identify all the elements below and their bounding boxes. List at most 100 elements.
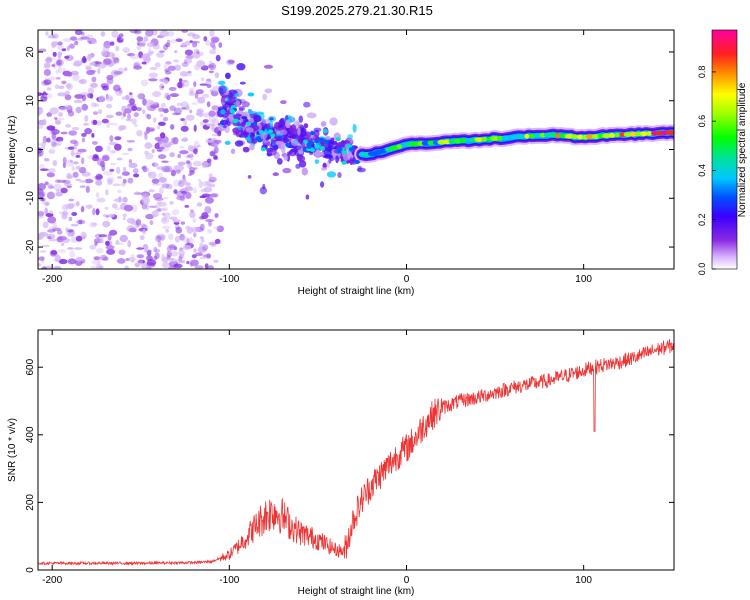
spectrogram-noise-blob bbox=[102, 214, 107, 217]
spectrogram-noise-blob bbox=[202, 119, 209, 123]
spectrogram-marks bbox=[38, 30, 674, 269]
spectrogram-noise-blob bbox=[123, 67, 128, 72]
spectrogram-scatter-blob bbox=[313, 127, 322, 132]
spectrogram-noise-blob bbox=[105, 94, 114, 102]
spectrogram-nodule bbox=[252, 122, 258, 126]
spectrogram-noise-blob bbox=[189, 259, 199, 267]
spectrogram-noise-blob bbox=[146, 42, 155, 48]
spectrogram-scatter-blob bbox=[264, 88, 273, 94]
spectrogram-noise-blob bbox=[97, 109, 103, 115]
spectrogram-noise-blob bbox=[149, 67, 158, 70]
spectrogram-noise-blob bbox=[107, 178, 113, 185]
spectrogram-x-ticks: -200 -100 0 100 bbox=[42, 30, 592, 285]
spectrogram-noise-blob bbox=[163, 196, 169, 200]
spectrogram-noise-blob bbox=[80, 205, 85, 213]
spectrogram-noise-blob bbox=[159, 30, 169, 37]
spectrogram-noise-blob bbox=[67, 232, 72, 237]
spectrogram-scatter-blob bbox=[305, 131, 311, 139]
spectrogram-noise-blob bbox=[58, 117, 65, 121]
spectrogram-noise-blob bbox=[206, 101, 211, 108]
spectrogram-noise-blob bbox=[119, 234, 128, 243]
spectrogram-noise-blob bbox=[201, 212, 209, 220]
spectrogram-noise-blob bbox=[84, 127, 92, 135]
spectrogram-scatter-blob bbox=[347, 134, 353, 140]
spectrogram-noise-blob bbox=[129, 98, 136, 105]
spectrogram-noise-blob bbox=[176, 190, 185, 198]
spectrogram-noise-blob bbox=[173, 263, 183, 269]
spectrogram-noise-blob bbox=[65, 124, 71, 128]
spectrogram-noise-blob bbox=[183, 73, 193, 77]
x-tick-label: 0 bbox=[404, 575, 410, 586]
spectrogram-noise-blob bbox=[70, 149, 75, 157]
spectrogram-scatter-blob bbox=[259, 186, 267, 195]
spectrogram-noise-blob bbox=[166, 31, 175, 37]
spectrogram-noise-blob bbox=[214, 213, 219, 218]
spectrogram-noise-blob bbox=[153, 246, 158, 253]
snr-x-label: Height of straight line (km) bbox=[298, 586, 415, 597]
spectrogram-noise-blob bbox=[81, 57, 88, 64]
spectrogram-noise-blob bbox=[57, 41, 63, 46]
spectrogram-noise-blob bbox=[68, 146, 75, 150]
spectrogram-nodule bbox=[335, 137, 341, 142]
spectrogram-noise-blob bbox=[194, 265, 204, 269]
spectrogram-noise-blob bbox=[69, 250, 76, 258]
signal-band-cell bbox=[459, 138, 467, 144]
snr-y-label: SNR (10 * v/v) bbox=[7, 418, 18, 482]
signal-band-cell bbox=[396, 144, 403, 150]
spectrogram-noise-blob bbox=[144, 113, 150, 118]
spectrogram-noise-blob bbox=[48, 148, 56, 155]
spectrogram-scatter-blob bbox=[276, 158, 283, 165]
spectrogram-noise-blob bbox=[54, 118, 59, 125]
snr-x-ticks: -200 -100 0 100 bbox=[42, 330, 592, 586]
spectrogram-noise-blob bbox=[106, 103, 112, 109]
spectrogram-noise-blob bbox=[64, 94, 72, 101]
spectrogram-scatter-blob bbox=[248, 118, 255, 123]
spectrogram-noise-blob bbox=[199, 223, 205, 231]
spectrogram-noise-blob bbox=[45, 31, 49, 36]
spectrogram-scatter-blob bbox=[221, 101, 225, 105]
spectrogram-scatter-blob bbox=[298, 115, 304, 123]
spectrogram-noise-blob bbox=[133, 65, 143, 70]
spectrogram-scatter-blob bbox=[335, 155, 339, 164]
spectrogram-scatter-blob bbox=[247, 109, 252, 114]
spectrogram-noise-blob bbox=[56, 188, 60, 196]
spectrogram-noise-blob bbox=[45, 212, 54, 218]
spectrogram-noise-blob bbox=[181, 42, 187, 47]
spectrogram-noise-blob bbox=[89, 265, 100, 269]
spectrogram-noise-blob bbox=[115, 240, 120, 245]
spectrogram-noise-blob bbox=[43, 62, 51, 69]
spectrogram-noise-blob bbox=[193, 81, 197, 88]
spectrogram-noise-blob bbox=[179, 233, 185, 241]
spectrogram-noise-blob bbox=[91, 40, 98, 44]
spectrogram-noise-blob bbox=[122, 213, 127, 218]
spectrogram-noise-blob bbox=[92, 208, 96, 216]
spectrogram-noise-blob bbox=[123, 166, 127, 173]
spectrogram-noise-blob bbox=[204, 196, 214, 204]
spectrogram-scatter-blob bbox=[234, 140, 244, 147]
spectrogram-noise-blob bbox=[115, 111, 123, 116]
spectrogram-noise-blob bbox=[167, 65, 176, 72]
spectrogram-noise-blob bbox=[159, 78, 164, 82]
spectrogram-noise-blob bbox=[108, 96, 113, 102]
spectrogram-noise-blob bbox=[132, 168, 139, 174]
spectrogram-noise-blob bbox=[79, 180, 87, 183]
spectrogram-noise-blob bbox=[85, 66, 92, 71]
spectrogram-noise-blob bbox=[60, 131, 68, 135]
spectrogram-noise-blob bbox=[58, 112, 63, 117]
spectrogram-noise-blob bbox=[141, 61, 147, 65]
spectrogram-scatter-blob bbox=[263, 64, 273, 69]
spectrogram-noise-blob bbox=[47, 229, 56, 233]
spectrogram-noise-blob bbox=[101, 164, 106, 172]
spectrogram-noise-blob bbox=[90, 82, 98, 88]
spectrogram-scatter-blob bbox=[249, 133, 255, 138]
spectrogram-noise-blob bbox=[152, 91, 162, 98]
spectrogram-noise-blob bbox=[129, 30, 139, 34]
spectrogram-noise-blob bbox=[61, 204, 69, 211]
spectrogram-noise-blob bbox=[169, 105, 176, 111]
spectrogram-scatter-blob bbox=[235, 100, 240, 107]
spectrogram-noise-blob bbox=[173, 221, 180, 225]
spectrogram-noise-blob bbox=[146, 265, 151, 269]
spectrogram-noise-blob bbox=[163, 212, 171, 218]
spectrogram-noise-blob bbox=[139, 235, 145, 241]
